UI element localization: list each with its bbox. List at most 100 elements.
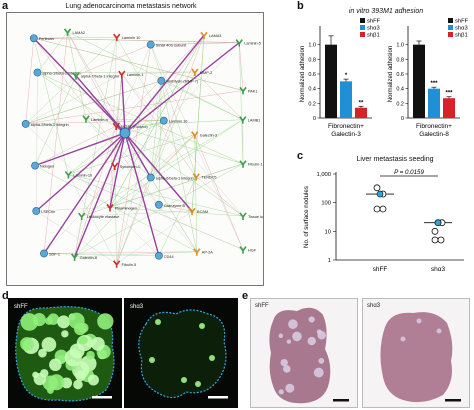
y-tick-label: 1.0 <box>308 43 316 49</box>
network-node-label: Fibulin-5 <box>122 263 137 267</box>
fluorescent-nodule <box>149 357 155 363</box>
fluor-label-shff: shFF <box>14 304 28 310</box>
histology-nodule <box>318 358 325 364</box>
network-node: TENDC5 <box>192 173 216 181</box>
y-axis-label: Normalized adhesion <box>300 46 306 102</box>
network-edge <box>33 36 117 39</box>
fluorescent-nodule <box>75 370 87 382</box>
liver-histo-sha3-svg <box>380 312 461 403</box>
network-edge <box>150 80 162 178</box>
network-edge <box>239 42 244 91</box>
x-axis-label: Fibronectin+ <box>328 123 364 130</box>
histology-image-shff: shFF <box>250 298 358 408</box>
legend-swatch <box>360 32 365 37</box>
y-tick-label: 0 <box>313 116 316 122</box>
histology-nodule <box>416 318 422 324</box>
network-edges <box>25 31 244 264</box>
network-node: MMP-2 <box>191 68 212 77</box>
network-edge <box>34 165 197 252</box>
network-node: LAMA2 <box>63 28 85 36</box>
network-edge <box>239 42 244 164</box>
fluorescent-nodule <box>97 313 114 330</box>
network-node-marker <box>193 248 201 256</box>
network-node-label: Nidogen <box>40 165 54 169</box>
network-edge <box>194 134 244 250</box>
network-hub-edge <box>33 37 126 134</box>
pvalue-label: P = 0.0159 <box>394 169 424 176</box>
network-hub-node <box>119 127 131 139</box>
network-node: BCAM <box>188 207 208 216</box>
network-hub-edge <box>124 132 193 212</box>
network-node-marker <box>192 173 200 181</box>
fluorescent-nodule <box>41 337 57 352</box>
fluorescent-nodule <box>49 358 62 372</box>
legend-label: shFF <box>455 19 469 25</box>
adhesion-title: in vitro 393M1 adhesion <box>348 8 424 15</box>
network-hub-edge <box>124 132 152 178</box>
data-point <box>373 184 381 192</box>
network-edge <box>68 174 244 250</box>
network-node-label: LAMB1 <box>248 119 260 123</box>
network-node: Galectin-8 <box>71 253 97 261</box>
network-hub-edge <box>124 132 160 256</box>
network-svg: Perlecan LAMA2 Laminin 10 Small 40S subunit… <box>21 28 263 268</box>
y-axis-label: Normalized adhesion <box>388 46 394 102</box>
network-edge <box>81 119 243 217</box>
histology-image-sha3: shα3 <box>362 298 470 408</box>
fluorescent-nodule <box>48 374 65 391</box>
histology-nodule <box>282 365 291 373</box>
seeding-chart: 1,000 100 10 1 No. of surface nodules shFF shα… <box>303 169 464 273</box>
fluor-label-sha3: shα3 <box>130 304 144 310</box>
network-edge <box>121 71 195 75</box>
histo-label-sha3: shα3 <box>367 303 381 309</box>
network-edge <box>109 134 195 208</box>
network-node: alpha-2/beta-1 integrin <box>21 119 69 128</box>
fluorescence-image-sha3: shα3 <box>124 298 238 408</box>
network-edge <box>33 37 244 91</box>
network-edge <box>116 35 205 264</box>
bar <box>443 98 455 118</box>
network-node-label: Galectin-8 <box>80 256 97 260</box>
network-node: Leukocyte elastase <box>78 212 119 221</box>
histology-nodule <box>313 367 324 378</box>
network-edge <box>158 176 197 256</box>
network-node-label: Small 40S subunit <box>156 44 188 48</box>
x-axis-label: Fibronectin+ <box>416 123 452 130</box>
y-tick-label: 0.8 <box>308 57 316 63</box>
network-edge <box>25 38 35 124</box>
network-edge <box>33 38 69 175</box>
network-node-marker <box>31 161 39 170</box>
network-edge <box>161 80 198 252</box>
network-node: Galectin-3 <box>191 131 217 139</box>
legend-swatch <box>360 25 365 30</box>
bar <box>355 107 367 118</box>
network-node-marker <box>239 246 247 254</box>
significance-label: * <box>345 73 348 79</box>
network-edge <box>74 163 244 258</box>
network-node: Laminin-5 <box>235 39 261 47</box>
network-edge <box>33 38 160 205</box>
network-node-marker <box>29 34 38 43</box>
network-node: Fibulin-1 <box>239 160 263 168</box>
network-node: alpha-1/beta-1 integrin <box>33 68 80 77</box>
network-edge <box>74 134 195 258</box>
network-node-marker <box>113 33 121 42</box>
fluorescent-nodule <box>73 379 83 390</box>
legend-swatch <box>360 18 365 23</box>
network-node-marker <box>188 207 196 216</box>
network-edge <box>158 204 193 212</box>
network-node-label: Perlecan <box>39 37 54 41</box>
network-node-label: MGAT (Rodent) <box>121 125 148 129</box>
network-node-label: Laminin-4 <box>91 118 108 122</box>
y-tick-label: 0.4 <box>396 87 404 93</box>
network-edge <box>196 176 244 217</box>
network-node-marker <box>40 249 48 258</box>
network-node-label: TENDC5 <box>201 176 216 180</box>
network-node-marker <box>200 31 208 40</box>
network-edge <box>74 125 117 257</box>
network-edge <box>74 37 117 257</box>
median-point <box>434 219 442 227</box>
fluorescent-nodule <box>45 317 53 325</box>
network-edge <box>36 72 38 212</box>
y-tick-label: 0 <box>401 116 404 122</box>
